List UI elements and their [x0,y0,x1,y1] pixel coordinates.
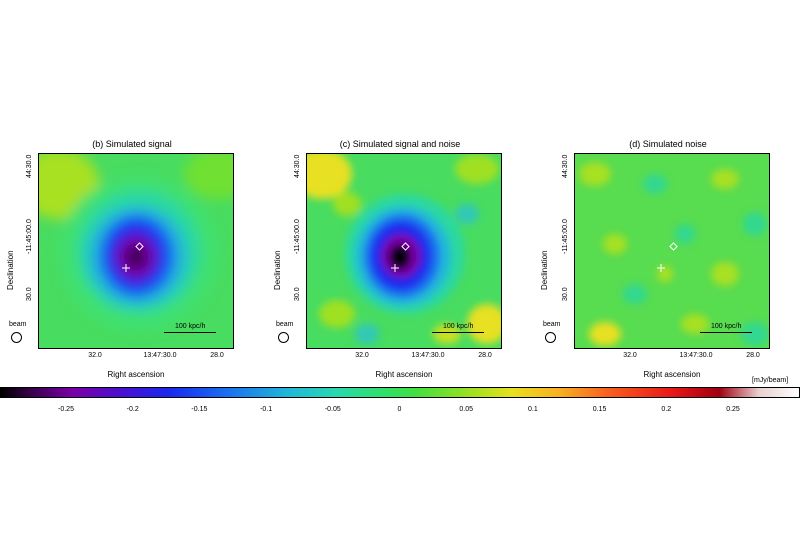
panel-c-xtick-1: 32.0 [355,352,369,359]
panel-b-xtick-1: 32.0 [88,352,102,359]
panel-c-xtick-3: 28.0 [478,352,492,359]
panel-c-xlabel: Right ascension [375,370,433,379]
panel-c-ytick-1: 44:30.0 [294,154,301,178]
panel-d-xlabel: Right ascension [643,370,701,379]
panel-c-beam-circle [278,332,289,343]
panel-b-xtick-2: 13:47:30.0 [143,352,177,359]
panel-d-ytick-1: 44:30.0 [562,154,569,178]
panel-d-xtick-1: 32.0 [623,352,637,359]
panel-d-scale-bar [700,332,752,333]
colorbar-tick: 0.1 [528,406,538,413]
panel-d-title: (d) Simulated noise [629,139,707,149]
panel-b-xtick-3: 28.0 [210,352,224,359]
colorbar-tick: -0.15 [191,406,208,413]
panel-c-beam-label: beam [276,321,294,328]
panel-c-scale-label: 100 kpc/h [443,323,474,330]
colorbar-tick: 0 [397,406,402,413]
colorbar-tick: -0.05 [324,406,341,413]
panel-b-title: (b) Simulated signal [92,139,172,149]
panel-c-map [306,153,502,349]
panel-c-ytick-3: 30.0 [294,287,301,301]
panel-d-ylabel: Declination [540,250,549,290]
colorbar-tick: -0.2 [126,406,139,413]
panel-d-map [574,153,770,349]
panel-b-ytick-1: 44:30.0 [26,154,33,178]
colorbar-tick: 0.25 [726,406,740,413]
colorbar-tick: -0.1 [260,406,273,413]
colorbar-tick: 0.15 [592,406,607,413]
panel-d-ytick-3: 30.0 [562,287,569,301]
panel-d-xtick-2: 13:47:30.0 [679,352,713,359]
panel-b-ylabel: Declination [6,250,15,290]
panel-b-xlabel: Right ascension [107,370,165,379]
panel-d-xtick-3: 28.0 [746,352,760,359]
panel-b-scale-bar [164,332,216,333]
panel-b-ytick-3: 30.0 [26,287,33,301]
colorbar-unit: [mJy/beam] [752,377,789,384]
colorbar-tick: -0.25 [58,406,74,413]
panel-b-map [38,153,234,349]
colorbar-tick: 0.2 [661,406,672,413]
panel-d-beam-circle [545,332,556,343]
panel-b-beam-circle [11,332,22,343]
panel-b-ytick-2: -11:45:00.0 [26,219,33,254]
colorbar [0,387,800,398]
panel-d-beam-label: beam [543,321,561,328]
panel-c-ytick-2: -11:45:00.0 [294,219,301,254]
panel-d-scale-label: 100 kpc/h [711,323,742,330]
panel-d-ytick-2: -11:45:00.0 [562,219,569,254]
colorbar-tick: 0.05 [459,406,473,413]
panel-c-scale-bar [432,332,484,333]
panel-b-scale-label: 100 kpc/h [175,323,206,330]
panel-b-beam-label: beam [9,321,27,328]
panel-c-ylabel: Declination [273,250,282,290]
panel-c-title: (c) Simulated signal and noise [339,139,461,149]
panel-c-xtick-2: 13:47:30.0 [411,352,445,359]
